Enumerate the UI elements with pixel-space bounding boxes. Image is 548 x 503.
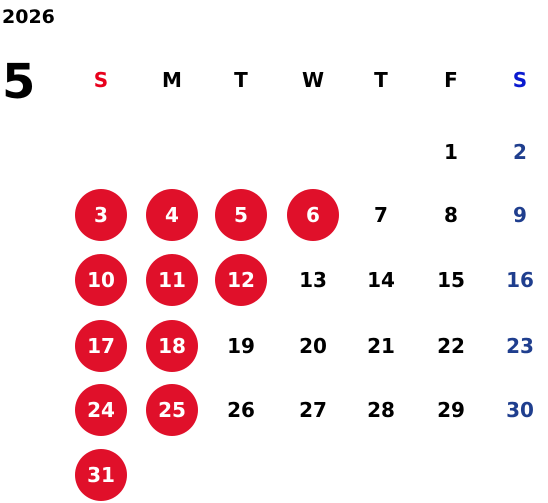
day: 18 — [158, 334, 186, 358]
weekday: W — [301, 68, 325, 92]
holiday-circle — [75, 189, 127, 241]
holiday-circle — [215, 189, 267, 241]
day: 13 — [299, 268, 327, 292]
day: 6 — [306, 203, 320, 227]
day: 27 — [299, 398, 327, 422]
holiday-circle — [146, 320, 198, 372]
day: 22 — [437, 334, 465, 358]
day: 30 — [506, 398, 534, 422]
day: 21 — [367, 334, 395, 358]
day: 26 — [227, 398, 255, 422]
day: 24 — [87, 398, 115, 422]
day: 8 — [444, 203, 458, 227]
day: 9 — [513, 203, 527, 227]
day: 4 — [165, 203, 179, 227]
weekday: M — [162, 68, 182, 92]
day: 29 — [437, 398, 465, 422]
day: 11 — [158, 268, 186, 292]
day: 25 — [158, 398, 186, 422]
day: 20 — [299, 334, 327, 358]
day: 7 — [374, 203, 388, 227]
day: 1 — [444, 140, 458, 164]
holiday-circle — [146, 384, 198, 436]
day: 10 — [87, 268, 115, 292]
holiday-circle — [75, 320, 127, 372]
day: 15 — [437, 268, 465, 292]
weekday: S — [512, 68, 528, 92]
month: 5 — [2, 54, 36, 110]
weekday: T — [374, 68, 388, 92]
holiday-circle — [287, 189, 339, 241]
day: 3 — [94, 203, 108, 227]
day: 23 — [506, 334, 534, 358]
holiday-circle — [75, 254, 127, 306]
day: 28 — [367, 398, 395, 422]
day: 17 — [87, 334, 115, 358]
weekday: F — [444, 68, 458, 92]
holiday-circle — [146, 189, 198, 241]
holiday-circle — [75, 449, 127, 501]
day: 31 — [87, 463, 115, 487]
day: 12 — [227, 268, 255, 292]
weekday: T — [234, 68, 248, 92]
day: 14 — [367, 268, 395, 292]
day: 16 — [506, 268, 534, 292]
holiday-circle — [75, 384, 127, 436]
year: 2026 — [2, 6, 55, 28]
day: 19 — [227, 334, 255, 358]
weekday: S — [93, 68, 109, 92]
day: 5 — [234, 203, 248, 227]
holiday-circle — [146, 254, 198, 306]
holiday-circle — [215, 254, 267, 306]
day: 2 — [513, 140, 527, 164]
